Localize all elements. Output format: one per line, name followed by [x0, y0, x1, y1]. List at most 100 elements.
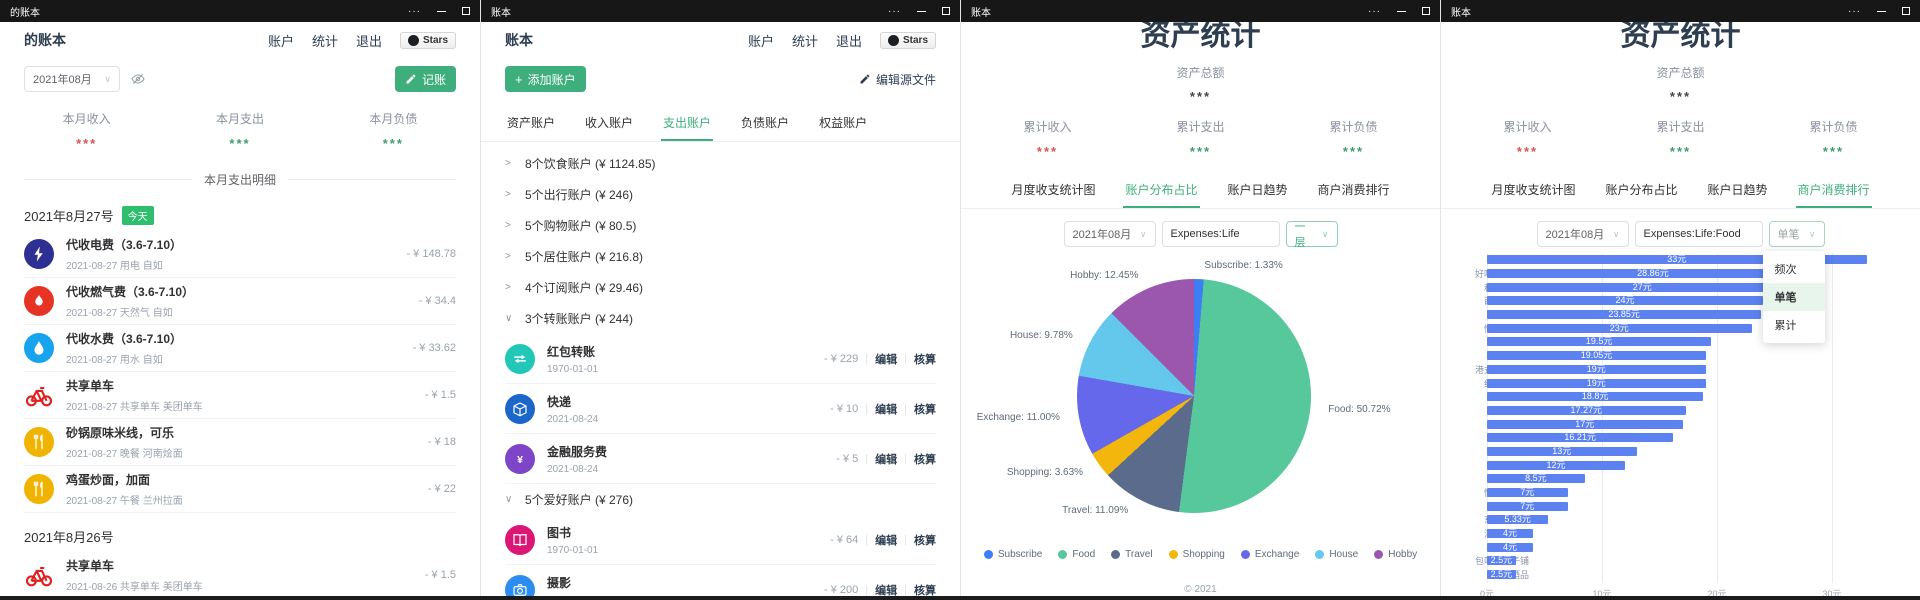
window-menu-icon[interactable]: ··· — [888, 5, 901, 17]
layer-select[interactable]: 一层 ∨ — [1285, 221, 1338, 249]
tab-2[interactable]: 账户分布占比 — [1605, 183, 1678, 197]
query-input[interactable]: Expenses:Life — [1161, 221, 1280, 247]
bar: 8.5元 — [1487, 473, 1585, 484]
transaction-amount: - ¥ 33.62 — [412, 342, 456, 354]
window-menu-icon[interactable]: ··· — [1848, 5, 1861, 17]
transaction-meta: 2021-08-27 天然气 自如 — [66, 308, 173, 319]
account-row: 快递 2021-08-24- ¥ 10 | 编辑 | 核算 — [505, 384, 936, 434]
window-maximize-icon[interactable] — [1422, 7, 1430, 15]
legend-item[interactable]: Exchange — [1240, 549, 1299, 560]
window-menu-icon[interactable]: ··· — [408, 5, 421, 17]
legend-item[interactable]: House — [1315, 549, 1358, 560]
edit-source-file-link[interactable]: 编辑源文件 — [859, 71, 936, 88]
account-name: 金融服务费 — [547, 444, 608, 459]
account-group-header[interactable]: >8个饮食账户 (¥ 1124.85) — [505, 148, 936, 179]
nav-stats[interactable]: 统计 — [791, 33, 818, 49]
tab-2[interactable]: 账户分布占比 — [1123, 173, 1200, 208]
window-title: 的账本 — [10, 7, 40, 19]
legend-item[interactable]: Food — [1058, 549, 1095, 560]
tab-1[interactable]: 月度收支统计图 — [1011, 183, 1096, 197]
record-transaction-button[interactable]: 记账 — [394, 66, 456, 92]
tab-3[interactable]: 账户日趋势 — [1227, 183, 1288, 197]
nav-logout[interactable]: 退出 — [835, 33, 862, 49]
add-account-button[interactable]: + 添加账户 — [505, 66, 586, 92]
month-select[interactable]: 2021年08月 ∨ — [1063, 221, 1156, 247]
account-group-header[interactable]: >4个订阅账户 (¥ 29.46) — [505, 272, 936, 303]
github-stars-button[interactable]: Stars — [399, 31, 456, 49]
legend-item[interactable]: Subscribe — [983, 549, 1042, 560]
legend-dot — [1168, 550, 1178, 559]
transaction-row: 鸡蛋炒面，加面 2021-08-27 午餐 兰州拉面 - ¥ 22 — [24, 466, 456, 513]
edit-account-link[interactable]: 编辑 — [875, 584, 898, 597]
pencil-icon — [860, 74, 870, 84]
pie-slice-label: Shopping: 3.63% — [1006, 466, 1084, 478]
github-stars-button[interactable]: Stars — [879, 31, 936, 49]
day-date: 2021年8月27号 — [24, 209, 114, 224]
legend-item[interactable]: Hobby — [1374, 549, 1417, 560]
github-icon — [887, 34, 899, 46]
window-maximize-icon[interactable] — [1902, 7, 1910, 15]
balance-account-link[interactable]: 核算 — [914, 584, 936, 597]
account-group-header[interactable]: ∨ 5个爱好账户 (¥ 276) — [505, 484, 936, 515]
tab-1[interactable]: 资产账户 — [507, 116, 556, 130]
tab-3[interactable]: 支出账户 — [661, 106, 714, 141]
sort-mode-select[interactable]: 单笔 ∨ — [1768, 221, 1825, 247]
window-minimize-icon[interactable] — [917, 10, 926, 12]
nav-accounts[interactable]: 账户 — [747, 33, 774, 49]
stat-label: 累计收入 — [1023, 120, 1072, 134]
dropdown-option-2[interactable]: 单笔 — [1762, 283, 1825, 311]
account-group-header[interactable]: >5个居住账户 (¥ 216.8) — [505, 241, 936, 272]
bar-value-label: 8.5元 — [1525, 473, 1547, 484]
account-date: 1970-01-01 — [547, 544, 599, 556]
bar: 12元 — [1487, 460, 1625, 470]
bar-row: 快客便利店7元 — [1484, 486, 1920, 500]
account-date: 2021-08-24 — [547, 413, 599, 425]
balance-account-link[interactable]: 核算 — [914, 453, 936, 466]
nav-logout[interactable]: 退出 — [355, 33, 382, 49]
window-menu-icon[interactable]: ··· — [1368, 5, 1381, 17]
query-input[interactable]: Expenses:Life:Food — [1634, 221, 1763, 247]
window-ledger: 的账本 ··· 的账本 账户 统计 退出 Stars 2021年08月 ∨ — [0, 0, 480, 600]
dropdown-option-1[interactable]: 频次 — [1774, 264, 1797, 276]
balance-account-link[interactable]: 核算 — [914, 403, 936, 416]
month-select[interactable]: 2021年08月 ∨ — [24, 66, 120, 92]
window-minimize-icon[interactable] — [1397, 10, 1406, 12]
edit-account-link[interactable]: 编辑 — [875, 453, 898, 466]
tab-2[interactable]: 收入账户 — [585, 116, 634, 130]
tab-4[interactable]: 商户消费排行 — [1317, 183, 1390, 197]
balance-account-link[interactable]: 核算 — [914, 534, 936, 547]
edit-account-link[interactable]: 编辑 — [875, 403, 898, 416]
legend-item[interactable]: Shopping — [1168, 549, 1225, 560]
month-select[interactable]: 2021年08月 ∨ — [1536, 221, 1629, 247]
edit-account-link[interactable]: 编辑 — [875, 353, 898, 366]
legend-item[interactable]: Travel — [1111, 549, 1153, 560]
accounts-titlebar: 账本 ··· — [481, 0, 960, 22]
window-minimize-icon[interactable] — [437, 10, 446, 12]
account-group-header[interactable]: >5个购物账户 (¥ 80.5) — [505, 210, 936, 241]
edit-account-link[interactable]: 编辑 — [875, 534, 898, 547]
account-group-header[interactable]: ∨ 3个转账账户 (¥ 244) — [505, 303, 936, 334]
dropdown-option-3[interactable]: 累计 — [1774, 320, 1797, 332]
nav-stats[interactable]: 统计 — [311, 33, 338, 49]
x-axis-tick: 30元 — [1822, 589, 1842, 599]
hide-amounts-icon[interactable] — [130, 71, 146, 87]
account-group-label: 8个饮食账户 (¥ 1124.85) — [525, 157, 656, 171]
window-minimize-icon[interactable] — [1877, 10, 1886, 12]
balance-account-link[interactable]: 核算 — [914, 353, 936, 366]
nav-accounts[interactable]: 账户 — [267, 33, 294, 49]
account-group-header[interactable]: >5个出行账户 (¥ 246) — [505, 179, 936, 210]
window-title: 账本 — [1451, 7, 1471, 19]
bar-row: 祥和面馆16.21元 — [1487, 431, 1920, 445]
tab-4[interactable]: 负债账户 — [741, 116, 790, 130]
chevron-down-icon: ∨ — [505, 313, 513, 324]
legend-dot — [983, 550, 993, 559]
tab-3[interactable]: 账户日趋势 — [1707, 183, 1768, 197]
tab-5[interactable]: 权益账户 — [819, 116, 868, 130]
window-maximize-icon[interactable] — [942, 7, 950, 15]
window-maximize-icon[interactable] — [462, 7, 470, 15]
bar-value-label: 19.5元 — [1585, 336, 1613, 347]
tab-1[interactable]: 月度收支统计图 — [1491, 183, 1576, 197]
bar-value-label: 23.85元 — [1608, 309, 1640, 320]
stat-value: *** — [1822, 144, 1845, 159]
tab-4[interactable]: 商户消费排行 — [1795, 173, 1872, 208]
